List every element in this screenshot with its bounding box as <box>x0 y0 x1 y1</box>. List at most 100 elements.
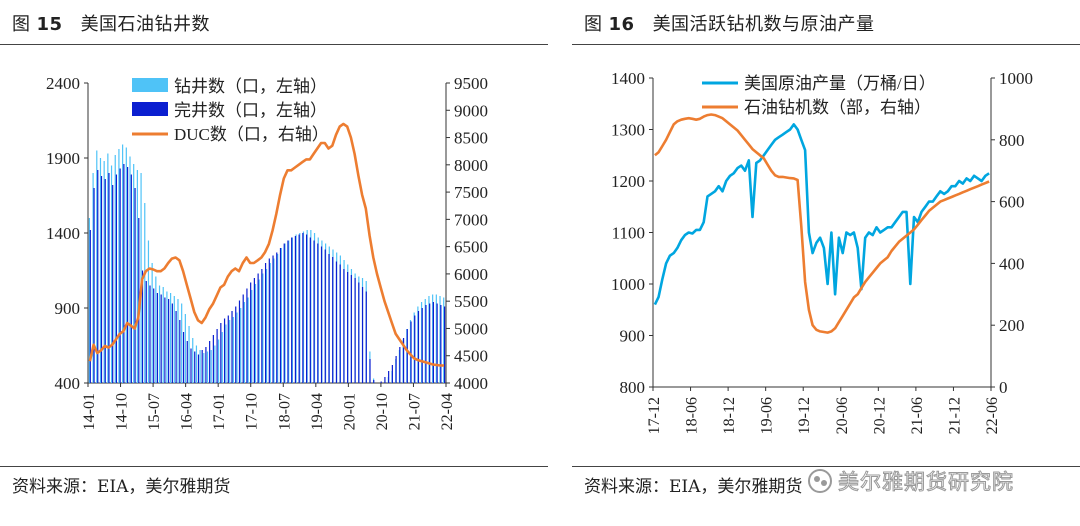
bar <box>201 350 203 383</box>
bar <box>320 246 323 383</box>
y-left-tick-label: 1900 <box>46 149 80 168</box>
x-tick-label: 19-04 <box>309 393 326 430</box>
bar <box>269 263 271 383</box>
bar <box>432 302 434 383</box>
line-series-0 <box>653 123 990 306</box>
bar <box>100 176 103 383</box>
x-tick-label: 18-12 <box>721 397 738 434</box>
bar <box>147 240 150 383</box>
bar <box>295 234 297 383</box>
x-tick-label: 19-06 <box>759 397 776 434</box>
bar <box>175 311 177 383</box>
bar <box>395 356 397 383</box>
bar <box>223 318 226 383</box>
bar <box>288 240 290 383</box>
bar <box>89 230 91 383</box>
y-left-tick-label: 2400 <box>46 74 80 93</box>
bar <box>188 326 190 383</box>
bar <box>118 149 120 383</box>
source-note: 资料来源：EIA，美尔雅期货 <box>12 477 231 497</box>
bar <box>243 302 246 383</box>
bar <box>291 237 293 383</box>
bar <box>184 314 186 383</box>
legend: 钻井数（口，左轴） 完井数（口，左轴） DUC数（口，右轴） <box>132 77 329 144</box>
y-right-tick-label: 600 <box>999 193 1025 212</box>
bar <box>229 320 231 383</box>
figure-title: 图 15 美国石油钻井数 <box>12 10 210 36</box>
bar <box>169 293 172 383</box>
x-tick-label: 14-01 <box>81 393 98 430</box>
y-right-tick-label: 0 <box>999 378 1008 397</box>
figure-title: 图 16 美国活跃钻机数与原油产量 <box>584 10 875 36</box>
bar <box>280 248 282 383</box>
bar <box>417 306 419 383</box>
bar <box>373 380 375 383</box>
y-right-tick-label: 9500 <box>454 74 488 93</box>
bar <box>328 254 330 383</box>
bar <box>115 174 118 383</box>
x-tick-label: 17-12 <box>646 397 663 434</box>
x-tick-label: 21-06 <box>909 397 926 434</box>
y-left-tick-label: 1400 <box>611 69 645 88</box>
bar <box>190 348 192 383</box>
source-rule <box>0 466 548 467</box>
x-tick-label: 20-10 <box>374 393 391 430</box>
y-left-tick-label: 400 <box>55 374 81 393</box>
bar <box>232 317 234 383</box>
bar <box>273 258 275 383</box>
bar <box>424 299 426 383</box>
x-tick-label: 14-10 <box>114 393 131 430</box>
bar <box>168 299 170 383</box>
bar <box>240 308 242 383</box>
bar <box>272 255 274 383</box>
bar <box>335 261 338 383</box>
bar <box>354 278 356 383</box>
bar <box>435 294 437 383</box>
legend-swatch <box>132 78 168 92</box>
bar <box>192 338 194 383</box>
bar <box>127 167 129 383</box>
bar <box>140 173 142 383</box>
bar <box>197 354 200 383</box>
bar <box>173 296 175 383</box>
title-rule <box>0 44 548 45</box>
y-right-tick-label: 200 <box>999 316 1025 335</box>
bar <box>257 273 259 383</box>
figure-caption: 美国石油钻井数 <box>80 14 211 35</box>
x-tick-label: 18-06 <box>684 397 701 434</box>
bar <box>136 170 138 383</box>
bar <box>294 236 297 383</box>
bar <box>227 315 229 383</box>
bar <box>246 288 248 383</box>
line-series-1 <box>654 113 990 334</box>
bar <box>238 300 241 383</box>
bar <box>199 350 201 383</box>
bar <box>258 279 260 383</box>
bar <box>410 321 412 383</box>
bar <box>276 252 278 383</box>
y-left-tick-label: 900 <box>620 327 646 346</box>
bar <box>306 234 308 383</box>
bar <box>420 302 423 383</box>
bar <box>179 320 181 383</box>
bar <box>103 161 105 383</box>
legend-label: 石油钻机数（部，右轴） <box>744 98 931 117</box>
bar <box>388 371 390 383</box>
bar <box>399 347 401 383</box>
x-tick-label: 20-01 <box>341 393 358 430</box>
bar <box>214 345 216 383</box>
bar <box>253 278 255 383</box>
figure-number: 16 <box>608 14 635 35</box>
bar <box>160 294 162 383</box>
bar <box>309 237 311 383</box>
bar <box>93 188 95 383</box>
source-rule <box>572 466 1080 467</box>
source-note: 资料来源：EIA，美尔雅期货 <box>584 477 803 497</box>
bar <box>158 285 161 383</box>
figure-15-panel: 图 15 美国石油钻井数 400 900 1400 1900 2400 4000 4500 500… <box>0 10 548 497</box>
bar <box>264 263 267 383</box>
bar <box>156 293 159 383</box>
bar <box>231 311 233 383</box>
bar <box>317 243 319 383</box>
bar <box>261 269 263 383</box>
